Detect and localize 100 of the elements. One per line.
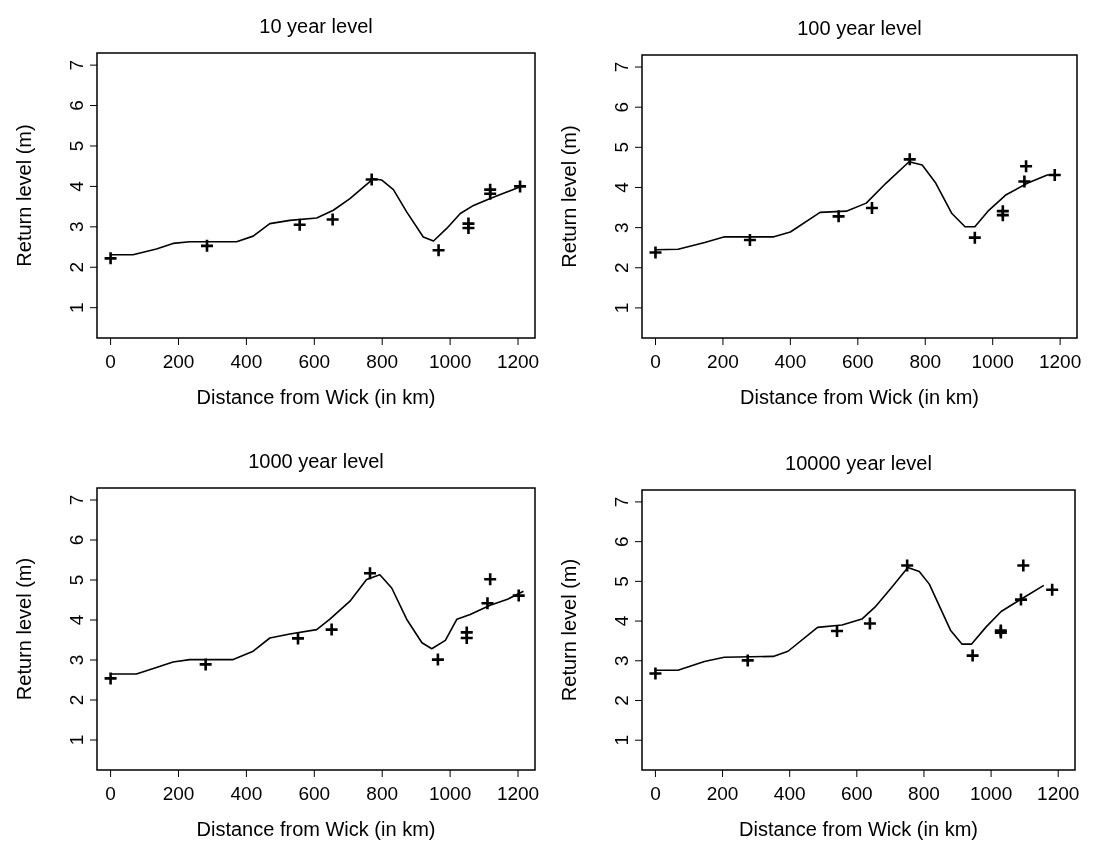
y-tick-label: 6 [66, 100, 87, 111]
chart-title: 10 year level [259, 15, 373, 37]
y-tick-label: 3 [66, 654, 87, 666]
point [1013, 592, 1029, 607]
y-tick-label: 2 [611, 695, 632, 706]
x-tick-label: 1200 [1037, 783, 1080, 804]
point [482, 571, 498, 587]
y-axis-title: Return level (m) [13, 557, 35, 701]
x-tick-label: 1000 [428, 351, 472, 372]
point [965, 648, 980, 663]
point [461, 220, 476, 236]
point [742, 232, 758, 248]
y-tick-label: 2 [611, 262, 632, 274]
x-tick-label: 0 [650, 351, 661, 372]
y-tick-label: 4 [66, 614, 87, 626]
y-tick-label: 1 [611, 302, 632, 314]
point [324, 622, 339, 637]
x-tick-label: 600 [298, 783, 331, 804]
point [430, 652, 446, 667]
x-tick-label: 1200 [496, 783, 540, 804]
point [1044, 582, 1060, 597]
y-tick-label: 6 [66, 534, 87, 546]
y-tick-label: 1 [611, 734, 632, 746]
x-axis-title: Distance from Wick (in km) [739, 818, 978, 840]
point [995, 207, 1011, 223]
y-tick-label: 2 [66, 261, 87, 273]
y-tick-label: 4 [66, 180, 87, 192]
y-tick-label: 1 [66, 302, 87, 313]
x-axis-title: Distance from Wick (in km) [196, 818, 436, 840]
point [480, 595, 495, 611]
chart-title: 1000 year level [248, 450, 384, 472]
x-tick-label: 800 [366, 783, 399, 804]
y-tick-label: 5 [66, 574, 87, 586]
x-tick-label: 0 [650, 783, 661, 804]
x-tick-label: 200 [162, 783, 195, 804]
point [1016, 558, 1031, 573]
x-tick-label: 1000 [428, 783, 472, 804]
x-tick-label: 600 [841, 351, 874, 372]
point [290, 631, 306, 646]
y-tick-label: 7 [611, 61, 632, 73]
y-tick-label: 3 [611, 655, 632, 667]
x-tick-label: 0 [105, 351, 116, 372]
point [362, 565, 378, 581]
x-tick-label: 800 [366, 351, 399, 372]
x-tick-label: 0 [105, 783, 116, 804]
x-tick-label: 200 [162, 351, 195, 372]
y-axis-title: Return level (m) [558, 125, 580, 268]
point [199, 238, 215, 254]
x-tick-label: 600 [840, 783, 873, 804]
x-axis-title: Distance from Wick (in km) [740, 386, 979, 408]
y-tick-label: 4 [611, 615, 632, 627]
point [831, 209, 846, 224]
point [902, 152, 918, 167]
x-tick-label: 400 [230, 351, 263, 372]
point [103, 671, 118, 686]
y-tick-label: 3 [66, 221, 87, 233]
point [103, 251, 118, 266]
y-axis-title: Return level (m) [13, 124, 35, 267]
y-tick-label: 6 [611, 101, 632, 113]
point [511, 588, 526, 603]
point [648, 245, 663, 260]
y-tick-label: 7 [66, 494, 87, 506]
x-tick-label: 1200 [1039, 351, 1082, 372]
y-tick-label: 3 [611, 222, 632, 233]
x-tick-label: 800 [908, 783, 940, 804]
point [1017, 174, 1032, 189]
point [899, 558, 915, 573]
point [198, 657, 213, 672]
point [862, 616, 878, 631]
y-tick-label: 4 [611, 181, 632, 193]
x-tick-label: 400 [230, 783, 263, 804]
y-axis-title: Return level (m) [558, 558, 580, 702]
x-tick-label: 1200 [496, 351, 540, 372]
chart-title: 100 year level [797, 17, 922, 39]
point [482, 186, 498, 201]
point [648, 666, 663, 681]
y-tick-label: 5 [66, 140, 87, 152]
point [740, 653, 756, 668]
chart-title: 10000 year level [785, 452, 932, 474]
point [1018, 158, 1034, 174]
y-tick-label: 7 [66, 59, 87, 71]
x-tick-label: 200 [707, 351, 739, 372]
point [431, 242, 446, 258]
y-tick-label: 2 [66, 694, 87, 706]
y-tick-label: 6 [611, 536, 632, 547]
x-tick-label: 600 [298, 351, 331, 372]
point [864, 200, 880, 216]
point [292, 217, 307, 233]
x-tick-label: 400 [774, 351, 807, 372]
x-tick-label: 800 [909, 351, 942, 372]
y-tick-label: 1 [66, 734, 87, 746]
point [967, 230, 983, 245]
point [325, 212, 340, 227]
point [364, 172, 379, 187]
x-tick-label: 1000 [971, 351, 1014, 372]
y-tick-label: 5 [611, 576, 632, 587]
y-tick-label: 5 [611, 142, 632, 153]
x-tick-label: 1000 [969, 783, 1013, 804]
x-tick-label: 200 [706, 783, 739, 804]
x-axis-title: Distance from Wick (in km) [196, 386, 436, 408]
